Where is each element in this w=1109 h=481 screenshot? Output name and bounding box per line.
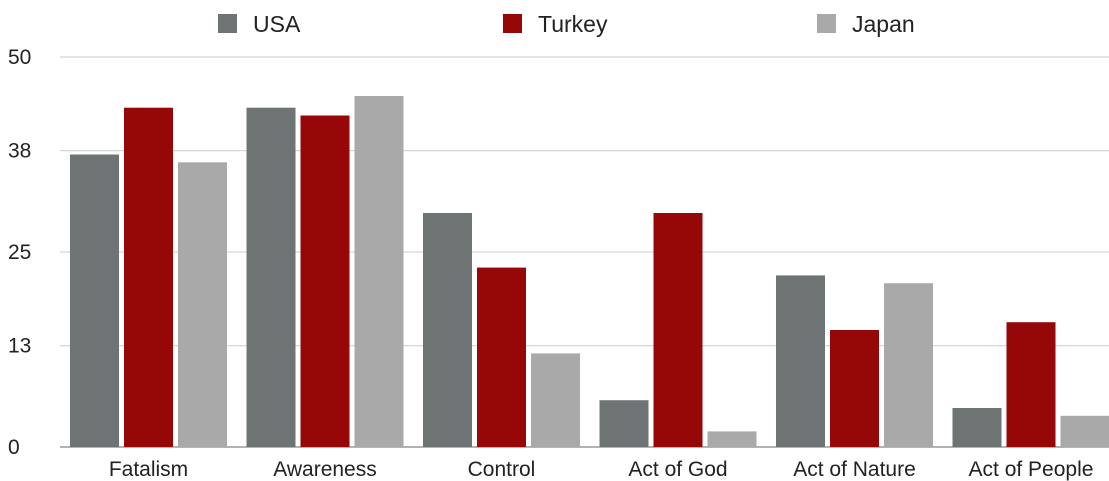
x-axis: Fatalism Awareness Control Act of God Act of…: [109, 458, 1094, 481]
bars: [70, 96, 1109, 448]
legend-label-japan: Japan: [852, 11, 915, 37]
legend: USA Turkey Japan: [218, 11, 915, 37]
bar-japan-awareness: [354, 96, 404, 447]
bar-usa-act-of-god: [599, 400, 649, 447]
legend-swatch-usa: [218, 14, 237, 33]
bar-japan-act-of-god: [707, 431, 757, 447]
y-tick-label: 25: [8, 241, 31, 264]
bar-turkey-act-of-nature: [830, 330, 879, 447]
bar-turkey-control: [477, 267, 526, 447]
y-tick-label: 50: [8, 46, 31, 69]
bar-turkey-act-of-god: [653, 213, 703, 447]
bar-japan-fatalism: [178, 162, 227, 448]
x-tick-label: Act of God: [628, 458, 727, 481]
bar-usa-act-of-people: [952, 408, 1002, 447]
bar-turkey-act-of-people: [1006, 322, 1056, 447]
x-tick-label: Control: [468, 458, 536, 481]
y-tick-label: 38: [8, 140, 31, 163]
bar-usa-fatalism: [70, 154, 119, 447]
y-tick-label: 13: [8, 335, 31, 358]
legend-swatch-turkey: [503, 14, 522, 33]
x-tick-label: Awareness: [273, 458, 377, 481]
bar-japan-act-of-nature: [884, 283, 933, 447]
x-tick-label: Fatalism: [109, 458, 188, 481]
legend-label-usa: USA: [253, 11, 301, 37]
x-tick-label: Act of Nature: [793, 458, 916, 481]
x-tick-label: Act of People: [969, 458, 1094, 481]
legend-swatch-japan: [817, 14, 836, 33]
bar-usa-awareness: [246, 107, 296, 447]
legend-label-turkey: Turkey: [538, 11, 608, 37]
bar-turkey-awareness: [300, 115, 350, 447]
bar-japan-act-of-people: [1060, 415, 1109, 447]
bar-usa-control: [423, 213, 472, 447]
bar-japan-control: [531, 353, 580, 447]
y-axis: 0 13 25 38 50: [8, 46, 31, 459]
gridlines: [60, 56, 1109, 448]
bar-usa-act-of-nature: [776, 275, 825, 447]
bar-turkey-fatalism: [124, 107, 173, 447]
y-tick-label: 0: [8, 436, 20, 459]
